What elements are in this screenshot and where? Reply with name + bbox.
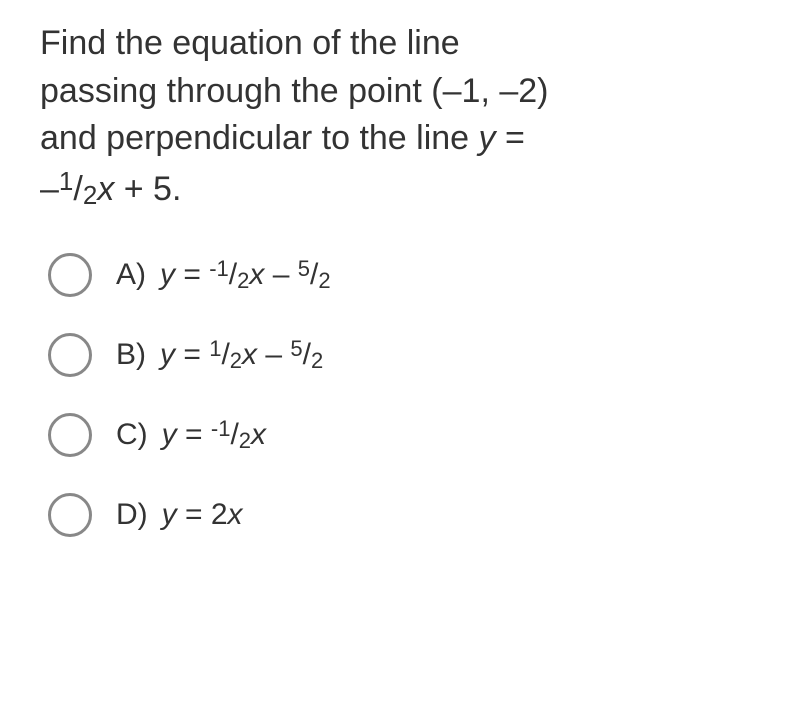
d-y: y [162, 498, 177, 531]
q-line2c: 2) [518, 72, 548, 110]
options-list: A) y = -1/2x – 5/2 B) y = 1/2x – 5/2 C) … [40, 253, 760, 537]
a-n2: 5 [298, 256, 310, 281]
letter-d: D) [116, 498, 148, 532]
q-x: x [97, 170, 114, 208]
d-x: x [228, 498, 243, 531]
c-x: x [251, 418, 266, 451]
b-y: y [160, 338, 175, 371]
a-d1: 2 [237, 268, 249, 293]
b-d2: 2 [311, 348, 323, 373]
a-d2: 2 [318, 268, 330, 293]
radio-a[interactable] [48, 253, 92, 297]
option-d[interactable]: D) y = 2x [48, 493, 760, 537]
q-end: + 5. [114, 170, 181, 208]
q-neg3: – [40, 170, 59, 208]
q-line2a: passing through the point ( [40, 72, 443, 110]
b-x: x [242, 338, 257, 371]
c-y: y [162, 418, 177, 451]
b-n2: 5 [290, 336, 302, 361]
option-c-label: C) y = -1/2x [116, 416, 266, 454]
q-line3c: = [496, 119, 525, 157]
q-line1: Find the equation of the line [40, 24, 460, 62]
eq-b: y = 1/2x – 5/2 [160, 336, 323, 374]
option-d-label: D) y = 2x [116, 498, 243, 532]
c-eq: = [177, 418, 211, 451]
a-eq: = [175, 258, 209, 291]
eq-c: y = -1/2x [162, 416, 266, 454]
d-eq: = 2 [177, 498, 228, 531]
q-line2b: 1, [462, 72, 500, 110]
a-n1: 1 [217, 256, 229, 281]
c-n1: 1 [218, 416, 230, 441]
radio-c[interactable] [48, 413, 92, 457]
letter-a: A) [116, 258, 146, 292]
b-op: – [257, 338, 290, 371]
a-s1: / [229, 258, 237, 291]
a-x: x [249, 258, 264, 291]
eq-d: y = 2x [162, 498, 243, 532]
c-s1: / [230, 418, 238, 451]
q-neg1: – [443, 72, 462, 110]
a-y: y [160, 258, 175, 291]
q-y: y [479, 119, 496, 157]
a-op: – [264, 258, 297, 291]
letter-b: B) [116, 338, 146, 372]
option-c[interactable]: C) y = -1/2x [48, 413, 760, 457]
b-s1: / [221, 338, 229, 371]
b-d1: 2 [230, 348, 242, 373]
q-neg2: – [499, 72, 518, 110]
radio-d[interactable] [48, 493, 92, 537]
q-frac-den: 2 [83, 180, 97, 210]
a-neg: - [209, 256, 216, 281]
option-b[interactable]: B) y = 1/2x – 5/2 [48, 333, 760, 377]
b-n1: 1 [209, 336, 221, 361]
b-eq: = [175, 338, 209, 371]
q-frac-num: 1 [59, 166, 73, 196]
eq-a: y = -1/2x – 5/2 [160, 256, 331, 294]
option-b-label: B) y = 1/2x – 5/2 [116, 336, 323, 374]
option-a[interactable]: A) y = -1/2x – 5/2 [48, 253, 760, 297]
question-text: Find the equation of the line passing th… [40, 20, 760, 213]
letter-c: C) [116, 418, 148, 452]
q-line3a: and perpendicular to the line [40, 119, 479, 157]
b-s2: / [303, 338, 311, 371]
c-d1: 2 [239, 428, 251, 453]
q-frac-slash: / [73, 170, 82, 208]
option-a-label: A) y = -1/2x – 5/2 [116, 256, 331, 294]
radio-b[interactable] [48, 333, 92, 377]
